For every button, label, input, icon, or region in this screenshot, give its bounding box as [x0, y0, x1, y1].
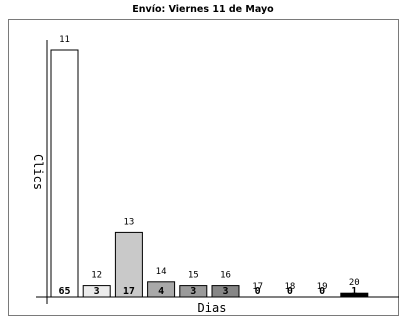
value-label-18: 0: [287, 286, 293, 297]
y-axis-label: Clics: [31, 154, 45, 190]
category-label-17: 17: [252, 282, 263, 292]
value-label-11: 65: [58, 286, 70, 297]
bar-11: [50, 49, 79, 298]
value-label-13: 17: [123, 286, 135, 297]
x-axis-label: Dias: [198, 301, 227, 315]
value-label-17: 0: [255, 286, 261, 297]
value-label-14: 4: [158, 286, 164, 297]
category-label-11: 11: [59, 35, 70, 45]
category-label-18: 18: [284, 282, 295, 292]
bar-13: [114, 231, 143, 298]
chart-title: Envío: Viernes 11 de Mayo: [132, 4, 274, 15]
category-label-16: 16: [220, 271, 231, 281]
category-label-15: 15: [188, 271, 199, 281]
value-label-15: 3: [190, 286, 196, 297]
category-label-14: 14: [156, 267, 167, 277]
category-label-19: 19: [317, 282, 328, 292]
category-label-12: 12: [91, 271, 102, 281]
value-label-20: 1: [351, 286, 357, 297]
category-label-20: 20: [349, 278, 360, 288]
value-label-19: 0: [319, 286, 325, 297]
value-label-12: 3: [94, 286, 100, 297]
value-label-16: 3: [222, 286, 228, 297]
chart-frame: [8, 19, 399, 316]
category-label-13: 13: [123, 217, 134, 227]
